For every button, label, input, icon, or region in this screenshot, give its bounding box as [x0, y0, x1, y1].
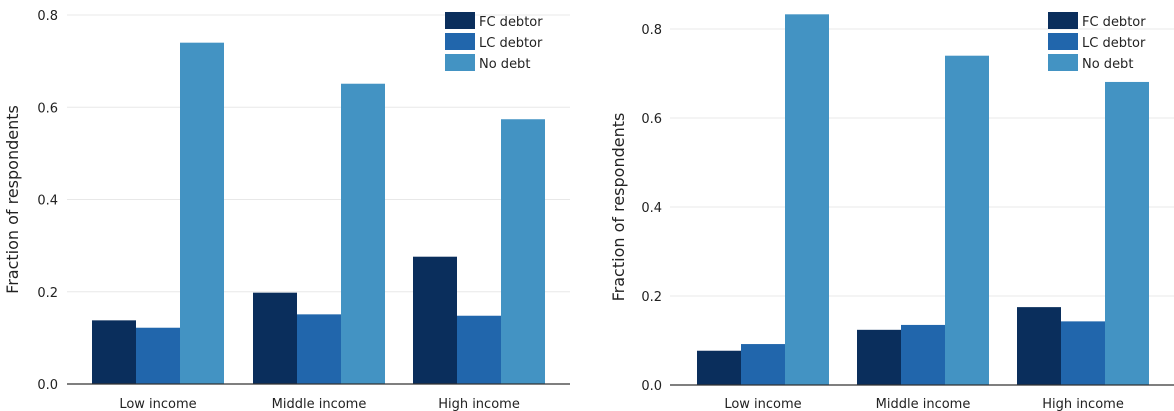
- bar-fc-debtor: [697, 350, 741, 385]
- bar-fc-debtor: [253, 292, 297, 384]
- y-tick-label: 0.2: [37, 286, 58, 301]
- right-chart-panel: 0.0 0.2 0.4 0.6 0.8 Fraction of respondents Lo…: [609, 12, 1174, 411]
- legend-label: LC debtor: [479, 36, 543, 51]
- x-tick-label: Middle income: [272, 397, 367, 411]
- bar-no-debt: [945, 55, 989, 385]
- bar-no-debt: [501, 119, 545, 385]
- bar-lc-debtor: [741, 344, 785, 385]
- y-axis-title: Fraction of respondents: [3, 105, 22, 294]
- legend-swatch: [1048, 33, 1078, 50]
- legend-swatch: [445, 12, 475, 29]
- x-tick-label: Low income: [724, 397, 801, 411]
- bar-lc-debtor: [1061, 321, 1105, 385]
- y-tick-label: 0.6: [641, 112, 662, 127]
- bar-no-debt: [341, 83, 385, 384]
- legend-label: No debt: [479, 57, 530, 72]
- bar-fc-debtor: [857, 329, 901, 385]
- bar-fc-debtor: [1017, 307, 1061, 385]
- legend-swatch: [445, 33, 475, 50]
- bar-fc-debtor: [92, 320, 136, 384]
- legend-label: LC debtor: [1082, 36, 1146, 51]
- bar-fc-debtor: [413, 256, 457, 384]
- legend: FC debtor LC debtor No debt: [1048, 12, 1146, 72]
- legend-label: FC debtor: [479, 15, 543, 30]
- bar-lc-debtor: [457, 315, 501, 384]
- bar-lc-debtor: [136, 327, 180, 384]
- bar-no-debt: [180, 42, 224, 385]
- bar-lc-debtor: [297, 314, 341, 384]
- bar-no-debt: [785, 14, 829, 385]
- y-tick-label: 0.8: [37, 9, 58, 24]
- x-tick-label: Middle income: [876, 397, 971, 411]
- x-tick-label: High income: [438, 397, 520, 411]
- y-tick-label: 0.8: [641, 23, 662, 38]
- legend: FC debtor LC debtor No debt: [445, 12, 543, 72]
- x-tick-label: High income: [1042, 397, 1124, 411]
- y-tick-label: 0.4: [37, 194, 58, 209]
- bar-lc-debtor: [901, 324, 945, 385]
- y-tick-label: 0.0: [641, 379, 662, 394]
- y-tick-label: 0.6: [37, 101, 58, 116]
- legend-label: No debt: [1082, 57, 1133, 72]
- y-axis-title: Fraction of respondents: [609, 113, 628, 302]
- legend-swatch: [445, 54, 475, 71]
- left-chart-panel: 0.0 0.2 0.4 0.6 0.8 Fraction of respondents Lo…: [3, 9, 570, 411]
- y-tick-label: 0.4: [641, 201, 662, 216]
- y-tick-label: 0.0: [37, 378, 58, 393]
- bar-no-debt: [1105, 81, 1149, 385]
- legend-label: FC debtor: [1082, 15, 1146, 30]
- legend-swatch: [1048, 54, 1078, 71]
- legend-swatch: [1048, 12, 1078, 29]
- x-tick-label: Low income: [119, 397, 196, 411]
- y-tick-label: 0.2: [641, 290, 662, 305]
